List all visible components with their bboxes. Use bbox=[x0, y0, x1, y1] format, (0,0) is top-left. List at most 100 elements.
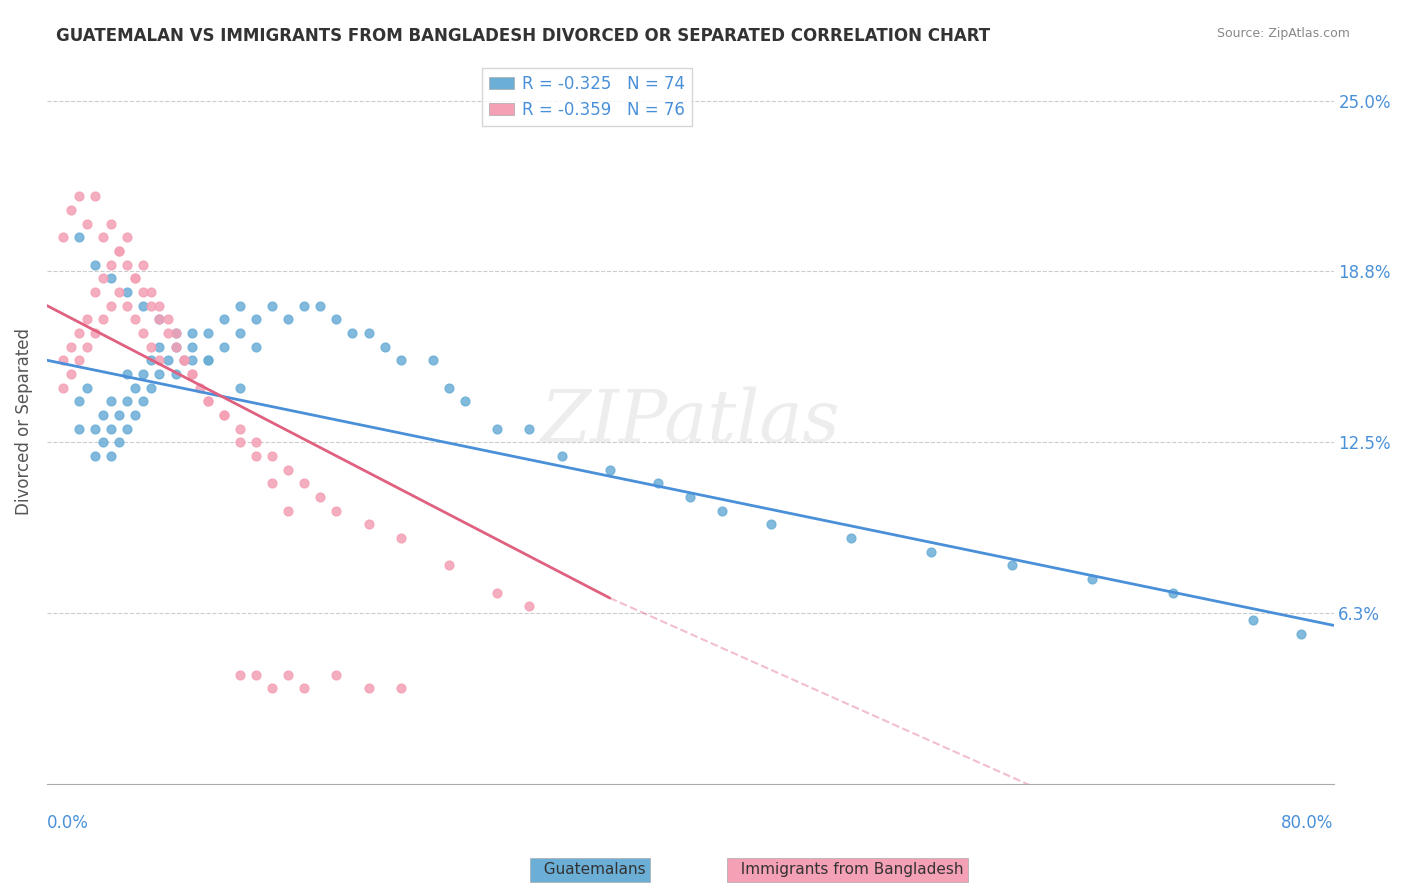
Point bbox=[197, 394, 219, 409]
Point bbox=[124, 408, 146, 422]
Point bbox=[108, 435, 131, 450]
Point bbox=[100, 449, 122, 463]
Point bbox=[229, 380, 252, 394]
Point bbox=[180, 367, 202, 381]
Point bbox=[132, 367, 155, 381]
Point bbox=[920, 544, 942, 558]
Point bbox=[173, 353, 195, 368]
Point bbox=[132, 394, 155, 409]
Point bbox=[84, 326, 107, 340]
Point bbox=[357, 326, 380, 340]
Text: Immigrants from Bangladesh: Immigrants from Bangladesh bbox=[731, 863, 963, 877]
Point bbox=[117, 394, 139, 409]
Point bbox=[100, 299, 122, 313]
Point bbox=[437, 558, 460, 573]
Point bbox=[309, 299, 332, 313]
Point bbox=[260, 449, 283, 463]
Point bbox=[67, 230, 90, 244]
Point bbox=[148, 312, 170, 326]
Legend: R = -0.325   N = 74, R = -0.359   N = 76: R = -0.325 N = 74, R = -0.359 N = 76 bbox=[482, 68, 692, 126]
Point bbox=[1241, 613, 1264, 627]
Point bbox=[67, 189, 90, 203]
Point bbox=[325, 667, 347, 681]
Point bbox=[260, 476, 283, 491]
Text: 0.0%: 0.0% bbox=[46, 814, 89, 832]
Point bbox=[124, 271, 146, 285]
Point bbox=[108, 285, 131, 299]
Point bbox=[325, 312, 347, 326]
Point bbox=[277, 503, 299, 517]
Point bbox=[165, 326, 187, 340]
Point bbox=[141, 380, 163, 394]
Point bbox=[84, 449, 107, 463]
Point bbox=[132, 285, 155, 299]
Point bbox=[132, 299, 155, 313]
Point bbox=[599, 462, 621, 476]
Point bbox=[91, 435, 114, 450]
Text: 80.0%: 80.0% bbox=[1281, 814, 1333, 832]
Point bbox=[212, 408, 235, 422]
Point bbox=[245, 449, 267, 463]
Point bbox=[148, 340, 170, 354]
Point bbox=[389, 353, 412, 368]
Point bbox=[52, 230, 75, 244]
Text: GUATEMALAN VS IMMIGRANTS FROM BANGLADESH DIVORCED OR SEPARATED CORRELATION CHART: GUATEMALAN VS IMMIGRANTS FROM BANGLADESH… bbox=[56, 27, 990, 45]
Point bbox=[165, 340, 187, 354]
Point bbox=[197, 353, 219, 368]
Point bbox=[1161, 585, 1184, 599]
Point bbox=[117, 299, 139, 313]
Point bbox=[67, 326, 90, 340]
Point bbox=[180, 340, 202, 354]
Point bbox=[84, 285, 107, 299]
Point bbox=[245, 312, 267, 326]
Point bbox=[156, 312, 179, 326]
Point bbox=[389, 531, 412, 545]
Point bbox=[277, 462, 299, 476]
Point bbox=[141, 340, 163, 354]
Point bbox=[180, 326, 202, 340]
Point bbox=[325, 503, 347, 517]
Point bbox=[100, 217, 122, 231]
Point bbox=[229, 435, 252, 450]
Point bbox=[260, 299, 283, 313]
Point bbox=[100, 394, 122, 409]
Point bbox=[180, 367, 202, 381]
Point bbox=[117, 421, 139, 435]
Point bbox=[148, 312, 170, 326]
Point bbox=[117, 258, 139, 272]
Text: ZIPatlas: ZIPatlas bbox=[540, 386, 839, 457]
Point bbox=[91, 230, 114, 244]
Point bbox=[132, 326, 155, 340]
Point bbox=[141, 285, 163, 299]
Point bbox=[245, 435, 267, 450]
Point bbox=[124, 271, 146, 285]
Point bbox=[342, 326, 364, 340]
Point bbox=[389, 681, 412, 696]
Point bbox=[245, 340, 267, 354]
Point bbox=[711, 503, 734, 517]
Point bbox=[132, 258, 155, 272]
Point bbox=[84, 421, 107, 435]
Point bbox=[309, 490, 332, 504]
Point bbox=[91, 271, 114, 285]
Point bbox=[229, 667, 252, 681]
Point bbox=[76, 340, 98, 354]
Point bbox=[212, 340, 235, 354]
Point bbox=[52, 380, 75, 394]
Point bbox=[1001, 558, 1024, 573]
Point bbox=[486, 421, 509, 435]
Point bbox=[212, 312, 235, 326]
Point bbox=[229, 326, 252, 340]
Point bbox=[76, 380, 98, 394]
Point bbox=[124, 312, 146, 326]
Point bbox=[108, 244, 131, 258]
Point bbox=[212, 408, 235, 422]
Point bbox=[108, 244, 131, 258]
Point bbox=[67, 421, 90, 435]
Point bbox=[357, 517, 380, 532]
Point bbox=[100, 271, 122, 285]
Point bbox=[156, 326, 179, 340]
Point bbox=[229, 421, 252, 435]
Point bbox=[67, 353, 90, 368]
Text: Guatemalans: Guatemalans bbox=[534, 863, 645, 877]
